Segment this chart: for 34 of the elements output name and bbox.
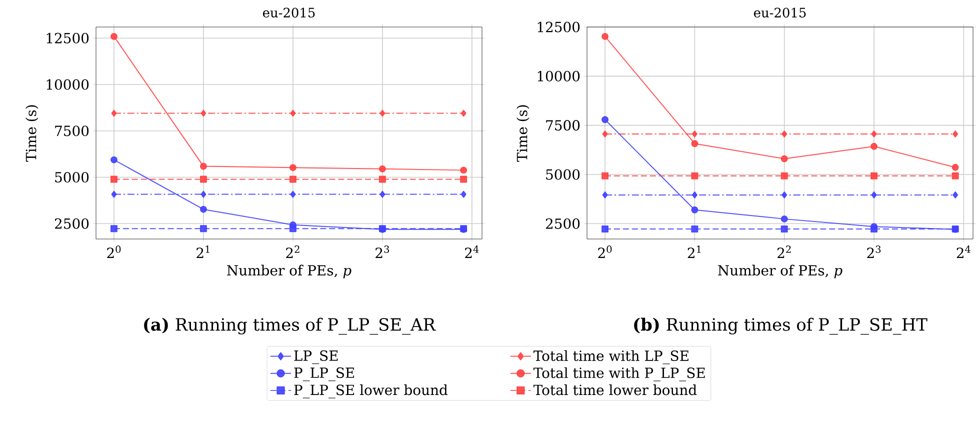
y-tick-label: 12500: [538, 22, 580, 32]
y-tick-label: 12500: [46, 32, 89, 44]
text: (a) Running times of P_LP_SE_AR: [144, 318, 436, 335]
text: (b) Running times of P_LP_SE_HT: [634, 318, 928, 335]
y-tick-label: 10000: [46, 79, 89, 90]
legend-label: Total time with LP_SE: [533, 350, 688, 364]
y-tick-label: 10000: [538, 70, 580, 82]
y-axis-title: Time (s): [516, 105, 530, 162]
x-axis-title: Number of PEs, p: [718, 264, 842, 278]
y-tick-label: 7500: [55, 126, 89, 136]
x-tick-label: 2$^{0}$: [598, 246, 612, 258]
x-tick-label: 2$^{2}$: [286, 246, 300, 258]
x-tick-label: 2$^{3}$: [867, 246, 881, 258]
y-tick-label: 2500: [546, 218, 580, 229]
y-tick-label: 2500: [54, 218, 89, 229]
x-axis-title: Number of PEs, p: [227, 264, 352, 278]
x-tick-label: 2$^{1}$: [688, 246, 701, 258]
y-axis-title: Time (s): [26, 105, 38, 162]
y-tick-label: 5000: [546, 169, 580, 180]
x-tick-label: 2$^{4}$: [465, 246, 479, 258]
legend-label: LP_SE: [294, 350, 338, 364]
chart-title: eu-2015: [262, 8, 315, 18]
x-tick-label: 2$^{2}$: [778, 246, 791, 258]
legend-label: Total time with P_LP_SE: [533, 367, 705, 382]
y-tick-label: 7500: [546, 120, 580, 131]
x-tick-label: 2$^{1}$: [196, 246, 210, 258]
x-tick-label: 2$^{4}$: [956, 246, 970, 258]
x-tick-label: 2$^{0}$: [107, 246, 121, 258]
x-tick-label: 2$^{3}$: [376, 246, 390, 258]
y-tick-label: 5000: [55, 172, 89, 183]
chart-title: eu-2015: [754, 8, 806, 18]
legend-label: Total time lower bound: [533, 384, 697, 396]
legend-label: P_LP_SE: [294, 367, 354, 382]
legend-label: P_LP_SE lower bound: [294, 384, 448, 398]
